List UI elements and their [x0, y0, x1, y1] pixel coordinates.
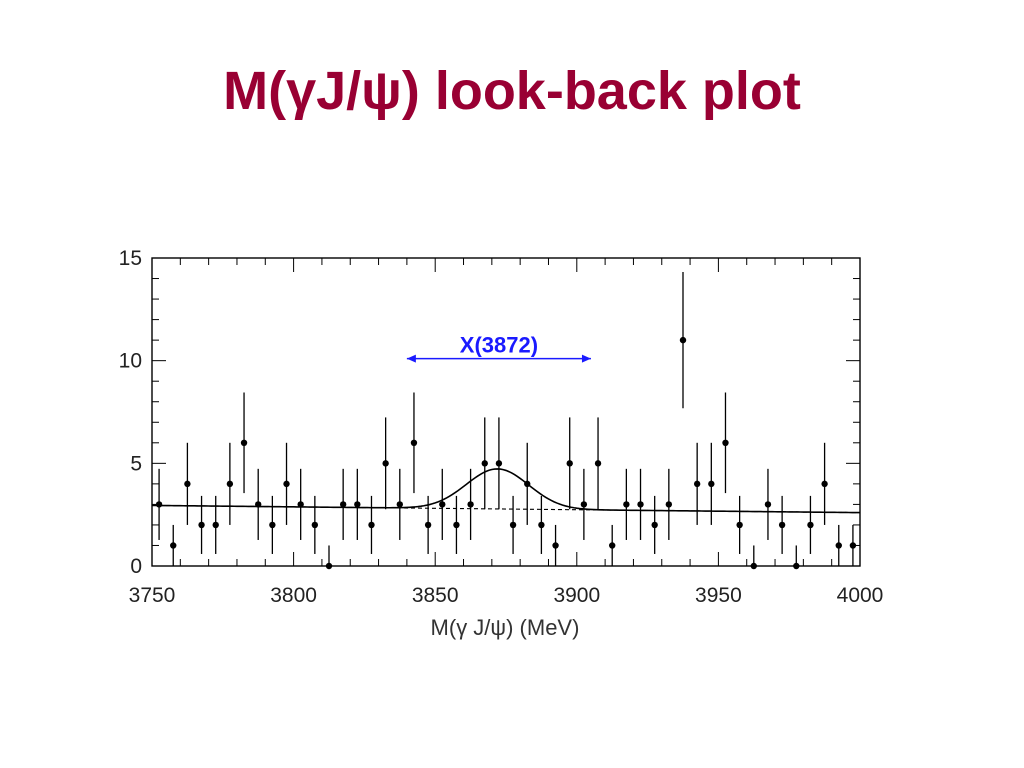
data-point	[481, 460, 488, 467]
data-point	[325, 562, 333, 570]
x-axis-label: M(γ J/ψ) (MeV)	[431, 615, 580, 640]
data-points	[155, 272, 857, 570]
data-point	[764, 501, 772, 508]
data-point	[269, 521, 276, 529]
data-point	[665, 501, 673, 508]
data-point	[410, 439, 418, 446]
data-point	[453, 521, 460, 529]
data-point	[637, 501, 644, 508]
data-point	[509, 521, 517, 529]
x-tick-label: 3800	[270, 584, 317, 607]
x-tick-label: 3950	[695, 584, 742, 607]
data-point	[439, 501, 446, 508]
data-point	[424, 521, 432, 529]
data-point	[594, 460, 602, 467]
data-point	[778, 521, 786, 529]
x-tick-label: 4000	[837, 584, 884, 607]
data-point	[255, 501, 262, 508]
y-tick-label: 10	[119, 350, 142, 373]
y-tick-label: 0	[130, 555, 142, 578]
data-point	[524, 480, 531, 488]
data-point	[170, 542, 177, 549]
data-point	[212, 521, 219, 529]
data-point	[354, 501, 361, 508]
plot-frame	[151, 257, 861, 567]
data-point	[297, 501, 304, 508]
data-point	[495, 460, 503, 467]
y-tick-label: 15	[119, 247, 142, 270]
data-point	[538, 521, 545, 529]
data-point	[708, 480, 715, 488]
data-point	[722, 439, 729, 446]
data-point	[750, 562, 757, 570]
x-tick-label: 3850	[412, 584, 459, 607]
data-point	[693, 480, 701, 488]
background-line	[151, 504, 861, 514]
plot-border	[151, 257, 861, 567]
data-point	[679, 336, 687, 344]
annotation-label: X(3872)	[460, 333, 538, 358]
data-point	[226, 480, 234, 488]
x-tick-label: 3900	[553, 584, 600, 607]
data-point	[382, 460, 389, 467]
data-point	[623, 501, 630, 508]
data-point	[396, 501, 403, 508]
data-point	[198, 521, 205, 529]
annotations: X(3872)	[406, 333, 591, 363]
data-point	[552, 542, 559, 549]
x-tick-label: 3750	[129, 584, 176, 607]
data-point	[240, 439, 248, 446]
data-point	[467, 501, 474, 508]
data-point	[609, 542, 616, 549]
y-tick-label: 5	[130, 452, 142, 475]
data-point	[849, 542, 857, 549]
data-point	[339, 501, 347, 508]
data-point	[580, 501, 588, 508]
fit-curves	[151, 468, 861, 514]
slide-title: M(γJ/ψ) look-back plot	[223, 61, 801, 121]
data-point	[566, 460, 573, 467]
data-point	[793, 562, 800, 570]
data-point	[283, 480, 290, 488]
data-point	[155, 501, 163, 508]
data-point	[807, 521, 814, 529]
arrow-head-left	[406, 354, 416, 363]
arrow-head-right	[581, 354, 591, 363]
data-point	[184, 480, 191, 488]
data-point	[835, 542, 842, 549]
data-point	[311, 521, 319, 529]
data-point	[821, 480, 828, 488]
data-point	[651, 521, 658, 529]
data-point	[736, 521, 743, 529]
axis-ticks: 3750 3800 3850 3900 3950 4000 0 5 10 15	[119, 247, 884, 607]
data-point	[368, 521, 375, 529]
